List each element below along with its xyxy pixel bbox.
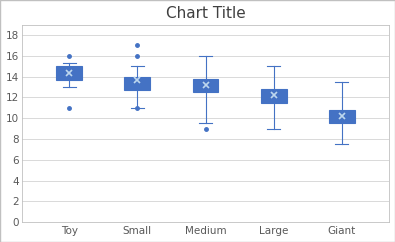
PathPatch shape bbox=[56, 66, 82, 80]
PathPatch shape bbox=[124, 76, 150, 90]
PathPatch shape bbox=[329, 110, 355, 123]
PathPatch shape bbox=[193, 79, 218, 92]
PathPatch shape bbox=[261, 89, 287, 103]
Title: Chart Title: Chart Title bbox=[166, 6, 245, 21]
